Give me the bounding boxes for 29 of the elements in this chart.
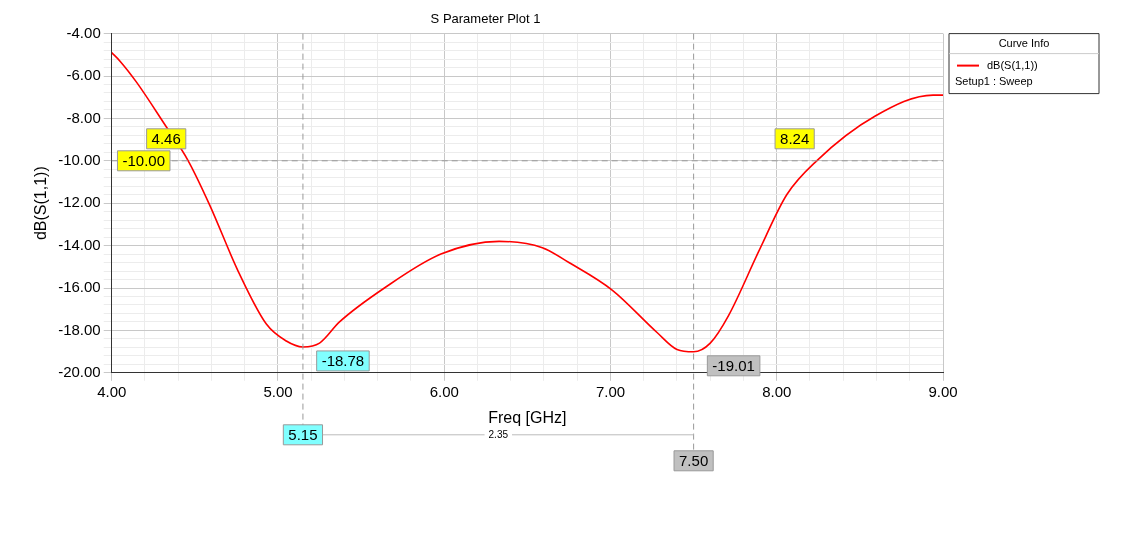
ref-line-label: 5.15 [288, 425, 318, 443]
ref-line-label: -10.00 [122, 151, 166, 169]
chart-title: S Parameter Plot 1 [430, 11, 541, 27]
text: 2.35 [488, 428, 509, 440]
legend-label: dB(S(1,1)) [987, 58, 1038, 71]
x-tick-label: 9.00 [928, 382, 958, 400]
x-axis-title: Freq [GHz] [488, 408, 567, 426]
legend-title: Curve Info [998, 36, 1050, 49]
annotation: -19.01 [712, 356, 755, 374]
y-tick-label: -10.00 [58, 150, 101, 168]
x-tick-label: 6.00 [429, 382, 459, 400]
y-tick-label: -14.00 [58, 235, 101, 253]
ref-line-label: 7.50 [679, 451, 709, 469]
y-tick-label: -16.00 [58, 278, 101, 296]
y-tick-label: -18.00 [58, 320, 101, 338]
annotation: 4.46 [151, 129, 181, 147]
x-tick-label: 8.00 [762, 382, 792, 400]
x-tick-label: 7.00 [595, 382, 626, 400]
y-tick-label: -8.00 [66, 108, 101, 126]
y-axis-title: dB(S(1,1)) [32, 166, 50, 241]
y-tick-label: -20.00 [58, 362, 101, 380]
x-tick-label: 5.00 [263, 382, 293, 400]
y-tick-label: -6.00 [66, 66, 101, 84]
y-tick-label: -4.00 [66, 23, 101, 41]
annotation: 8.24 [780, 129, 810, 147]
y-tick-label: -12.00 [58, 193, 101, 211]
annotation: -18.78 [321, 352, 365, 370]
text: Setup1 : Sweep [955, 74, 1033, 87]
x-tick-label: 4.00 [97, 382, 127, 400]
